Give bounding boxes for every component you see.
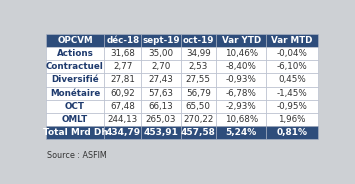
Text: 27,81: 27,81 [110, 75, 135, 84]
Text: 57,63: 57,63 [148, 89, 173, 98]
Bar [46, 113, 104, 126]
Text: -6,78%: -6,78% [226, 89, 257, 98]
Bar [181, 113, 216, 126]
Bar [216, 113, 266, 126]
Text: Source : ASFIM: Source : ASFIM [47, 151, 107, 160]
Text: 2,77: 2,77 [113, 62, 132, 71]
Bar [266, 100, 318, 113]
Bar [141, 126, 181, 139]
Text: déc-18: déc-18 [106, 36, 139, 45]
Text: Var MTD: Var MTD [272, 36, 313, 45]
Bar [216, 73, 266, 86]
Bar [266, 34, 318, 47]
Text: -6,10%: -6,10% [277, 62, 308, 71]
Bar [46, 100, 104, 113]
Text: 0,81%: 0,81% [277, 128, 308, 137]
Bar [266, 47, 318, 60]
Bar [141, 34, 181, 47]
Text: -0,95%: -0,95% [277, 102, 308, 111]
Bar [181, 60, 216, 73]
Bar [216, 47, 266, 60]
Text: -0,93%: -0,93% [226, 75, 257, 84]
Text: 457,58: 457,58 [181, 128, 216, 137]
Text: -2,93%: -2,93% [226, 102, 257, 111]
Bar [181, 47, 216, 60]
Bar [104, 100, 141, 113]
Bar [141, 100, 181, 113]
Text: 453,91: 453,91 [143, 128, 178, 137]
Text: 65,50: 65,50 [186, 102, 211, 111]
Text: 265,03: 265,03 [146, 115, 176, 124]
Bar [216, 60, 266, 73]
Text: OMLT: OMLT [62, 115, 88, 124]
Text: Var YTD: Var YTD [222, 36, 261, 45]
Bar [216, 86, 266, 100]
Text: 31,68: 31,68 [110, 49, 135, 58]
Bar [46, 86, 104, 100]
Text: sept-19: sept-19 [142, 36, 180, 45]
Text: -0,04%: -0,04% [277, 49, 308, 58]
Bar [104, 113, 141, 126]
Text: -1,45%: -1,45% [277, 89, 308, 98]
Text: 35,00: 35,00 [148, 49, 173, 58]
Bar [46, 34, 104, 47]
Text: 2,53: 2,53 [189, 62, 208, 71]
Text: OCT: OCT [65, 102, 85, 111]
Bar [181, 100, 216, 113]
Bar [181, 34, 216, 47]
Bar [266, 60, 318, 73]
Bar [104, 47, 141, 60]
Bar [181, 86, 216, 100]
Text: Monétaire: Monétaire [50, 89, 100, 98]
Bar [104, 34, 141, 47]
Bar [46, 60, 104, 73]
Text: -8,40%: -8,40% [226, 62, 257, 71]
Bar [141, 113, 181, 126]
Text: Diversifié: Diversifié [51, 75, 99, 84]
Text: Contractuel: Contractuel [46, 62, 104, 71]
Bar [104, 73, 141, 86]
Bar [181, 73, 216, 86]
Bar [266, 126, 318, 139]
Text: oct-19: oct-19 [182, 36, 214, 45]
Bar [104, 60, 141, 73]
Text: 27,43: 27,43 [148, 75, 173, 84]
Bar [46, 73, 104, 86]
Text: 60,92: 60,92 [110, 89, 135, 98]
Text: 434,79: 434,79 [105, 128, 140, 137]
Text: 66,13: 66,13 [148, 102, 173, 111]
Text: 10,68%: 10,68% [225, 115, 258, 124]
Text: 270,22: 270,22 [183, 115, 213, 124]
Text: 5,24%: 5,24% [225, 128, 257, 137]
Text: 27,55: 27,55 [186, 75, 211, 84]
Bar [216, 100, 266, 113]
Bar [141, 60, 181, 73]
Bar [141, 86, 181, 100]
Bar [216, 34, 266, 47]
Text: 34,99: 34,99 [186, 49, 211, 58]
Text: 67,48: 67,48 [110, 102, 135, 111]
Text: 1,96%: 1,96% [279, 115, 306, 124]
Bar [266, 113, 318, 126]
Text: 10,46%: 10,46% [225, 49, 258, 58]
Bar [266, 73, 318, 86]
Bar [141, 47, 181, 60]
Bar [46, 126, 104, 139]
Bar [141, 73, 181, 86]
Bar [216, 126, 266, 139]
Bar [46, 47, 104, 60]
Text: OPCVM: OPCVM [57, 36, 93, 45]
Text: 244,13: 244,13 [108, 115, 138, 124]
Bar [104, 126, 141, 139]
Text: 0,45%: 0,45% [278, 75, 306, 84]
Bar [266, 86, 318, 100]
Bar [181, 126, 216, 139]
Text: 2,70: 2,70 [151, 62, 170, 71]
Text: 56,79: 56,79 [186, 89, 211, 98]
Text: Actions: Actions [56, 49, 93, 58]
Text: Total Mrd Dh: Total Mrd Dh [43, 128, 108, 137]
Bar [104, 86, 141, 100]
